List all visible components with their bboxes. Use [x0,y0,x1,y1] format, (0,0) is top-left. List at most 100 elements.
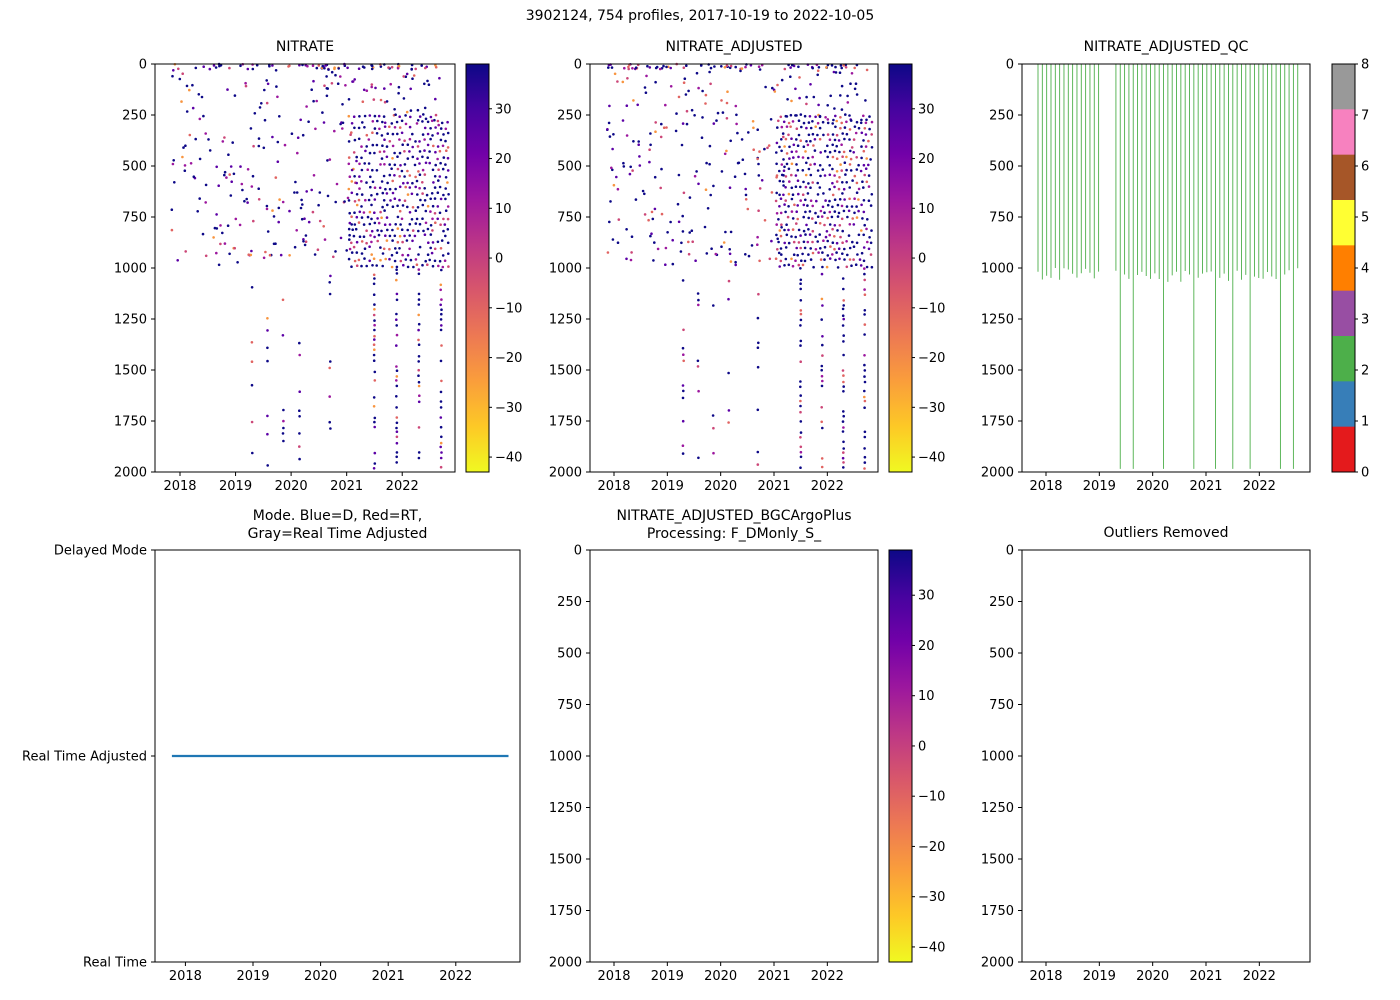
svg-text:1250: 1250 [114,313,147,328]
figure-title: 3902124, 754 profiles, 2017-10-19 to 202… [525,8,875,24]
svg-text:−20: −20 [918,840,945,855]
svg-text:2000: 2000 [549,956,582,971]
svg-text:10: 10 [495,202,512,217]
svg-text:2020: 2020 [1136,969,1169,984]
subplot-title-bgc-line1: NITRATE_ADJUSTED_BGCArgoPlus [616,508,852,524]
svg-text:2022: 2022 [811,969,844,984]
svg-text:Delayed Mode: Delayed Mode [54,544,147,559]
subplot-title-bgc-line2: Processing: F_DMonly_S_ [646,526,822,542]
svg-text:0: 0 [1006,544,1014,559]
svg-text:−30: −30 [918,401,945,416]
svg-text:5: 5 [1361,211,1369,226]
colorbar-nitrate: 30 20 10 0 −10 −20 −30 −40 [465,63,522,473]
svg-text:500: 500 [557,647,582,662]
x-axis-ticks: 2018 2019 2020 2021 2022 [597,472,844,494]
colorbar-nitrate: 30 20 10 0 −10 −20 −30 −40 [888,549,945,963]
svg-text:2018: 2018 [163,479,196,494]
svg-text:2020: 2020 [704,969,737,984]
svg-text:0: 0 [1361,466,1369,481]
svg-text:2021: 2021 [757,969,790,984]
svg-text:−40: −40 [495,451,522,466]
svg-text:1: 1 [1361,415,1369,430]
x-axis-ticks: 2018 2019 2020 2021 2022 [1029,962,1276,984]
svg-text:250: 250 [989,109,1014,124]
svg-text:30: 30 [918,589,935,604]
y-axis-ticks: 0 250 500 750 1000 1250 1500 1750 2000 [981,544,1022,971]
svg-text:2021: 2021 [330,479,363,494]
subplot-nitrate-adjusted-qc: 2018 2019 2020 2021 2022 0 250 500 750 1000 1250 15… [981,58,1311,494]
svg-text:750: 750 [557,698,582,713]
svg-text:1250: 1250 [549,313,582,328]
svg-text:250: 250 [557,595,582,610]
y-axis-ticks: 0 250 500 750 1000 1250 1500 1750 2000 [981,58,1022,481]
svg-text:1500: 1500 [981,853,1014,868]
svg-text:1750: 1750 [114,415,147,430]
svg-text:1750: 1750 [549,415,582,430]
svg-text:2022: 2022 [439,969,472,984]
svg-text:3: 3 [1361,313,1369,328]
svg-text:10: 10 [918,202,935,217]
svg-text:0: 0 [918,739,926,754]
svg-text:2019: 2019 [651,969,684,984]
svg-text:2019: 2019 [651,479,684,494]
x-axis-ticks: 2018 2019 2020 2021 2022 [163,472,419,494]
svg-text:Real Time Adjusted: Real Time Adjusted [22,750,147,765]
svg-text:−10: −10 [495,301,522,316]
subplot-mode: Delayed Mode Real Time Adjusted Real Time 2… [22,544,521,984]
svg-text:250: 250 [989,595,1014,610]
y-axis-ticks: 0 250 500 750 1000 1250 1500 1750 2000 [549,544,590,971]
svg-text:−30: −30 [495,401,522,416]
svg-text:6: 6 [1361,160,1369,175]
svg-text:−20: −20 [918,351,945,366]
svg-text:1500: 1500 [549,364,582,379]
svg-text:30: 30 [918,102,935,117]
colorbar-qc: 8 7 6 5 4 3 2 1 0 [1331,58,1369,481]
svg-text:0: 0 [918,252,926,267]
svg-text:2000: 2000 [981,466,1014,481]
x-axis-ticks: 2018 2019 2020 2021 2022 [1029,472,1276,494]
y-axis-ticks: 0 250 500 750 1000 1250 1500 1750 2000 [114,58,155,481]
svg-text:1000: 1000 [981,262,1014,277]
svg-text:−20: −20 [495,351,522,366]
svg-text:2019: 2019 [236,969,269,984]
svg-text:2018: 2018 [1029,969,1062,984]
svg-text:2019: 2019 [1083,479,1116,494]
svg-text:2019: 2019 [1083,969,1116,984]
svg-text:2019: 2019 [219,479,252,494]
svg-text:−40: −40 [918,451,945,466]
subplot-title-mode: Mode. Blue=D, Red=RT, Gray=Real Time Adj… [155,507,520,543]
subplot-title-nitrate-adjusted-qc: NITRATE_ADJUSTED_QC [1083,39,1249,55]
svg-text:0: 0 [574,58,582,73]
svg-text:750: 750 [557,211,582,226]
svg-text:500: 500 [989,160,1014,175]
svg-text:0: 0 [1006,58,1014,73]
subplot-title-nitrate-adjusted: NITRATE_ADJUSTED [665,39,803,55]
svg-text:10: 10 [918,689,935,704]
svg-text:2022: 2022 [1243,479,1276,494]
svg-text:1250: 1250 [549,801,582,816]
svg-text:2000: 2000 [981,956,1014,971]
svg-text:2020: 2020 [275,479,308,494]
svg-text:2018: 2018 [597,479,630,494]
subplot-title-nitrate: NITRATE [275,39,335,55]
svg-text:750: 750 [122,211,147,226]
svg-text:20: 20 [495,152,512,167]
svg-text:1000: 1000 [981,750,1014,765]
svg-text:2021: 2021 [372,969,405,984]
svg-text:1000: 1000 [114,262,147,277]
svg-text:2021: 2021 [757,479,790,494]
svg-text:8: 8 [1361,58,1369,73]
svg-text:1750: 1750 [981,904,1014,919]
x-axis-ticks: 2018 2019 2020 2021 2022 [169,962,472,984]
svg-text:2: 2 [1361,364,1369,379]
svg-text:−30: −30 [918,890,945,905]
svg-text:2022: 2022 [1243,969,1276,984]
svg-text:1000: 1000 [549,262,582,277]
svg-text:−40: −40 [918,940,945,955]
svg-text:500: 500 [122,160,147,175]
svg-text:2018: 2018 [1029,479,1062,494]
svg-text:1750: 1750 [549,904,582,919]
svg-text:750: 750 [989,211,1014,226]
